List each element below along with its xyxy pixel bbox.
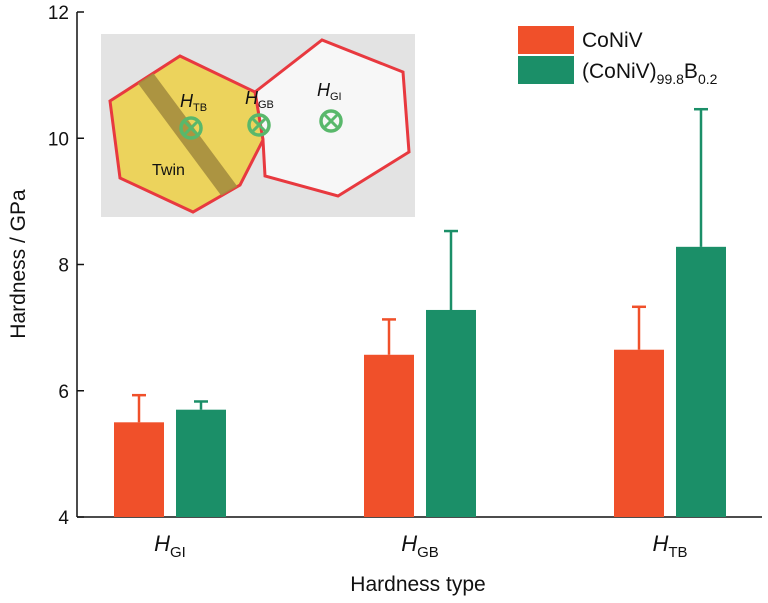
bar-s1-c1: [426, 309, 476, 517]
y-axis: 4 6 8 10 12: [48, 3, 84, 529]
x-category-labels: HGI HGB HTB: [154, 531, 687, 561]
inset-label-gi-main: H: [317, 80, 331, 100]
y-axis-title: Hardness / GPa: [7, 189, 30, 339]
indent-marker-gi: [319, 109, 343, 133]
y-tick-label-8: 8: [58, 256, 69, 277]
legend-label-coniv-b-sub2: 0.2: [698, 71, 718, 87]
inset-label-gb: HGB: [245, 88, 274, 111]
y-tick-label-12: 12: [48, 3, 69, 24]
grain-schematic-inset: HTB HGB HGI Twin: [101, 34, 415, 217]
y-tick-label-4: 4: [58, 508, 69, 529]
bar-s1-c0: [176, 409, 226, 517]
category-label-gi: HGI: [154, 531, 186, 561]
y-tick-label-6: 6: [58, 382, 69, 403]
category-label-tb-sub: TB: [668, 544, 687, 561]
inset-label-gi-sub: GI: [330, 91, 342, 103]
inset-label-gb-sub: GB: [258, 99, 274, 111]
bar-s0-c2: [614, 349, 664, 517]
legend-label-coniv-b-sub1: 99.8: [657, 71, 684, 87]
legend: CoNiV (CoNiV)99.8B0.2: [518, 26, 718, 87]
legend-swatch-coniv-b: [518, 56, 574, 84]
category-label-tb: HTB: [652, 531, 687, 561]
twin-band: [128, 62, 240, 198]
indent-marker-gb: [247, 113, 271, 137]
category-label-gi-main: H: [154, 531, 170, 556]
legend-label-coniv-b: (CoNiV)99.8B0.2: [582, 60, 718, 87]
legend-swatch-coniv: [518, 26, 574, 54]
inset-label-twin: Twin: [152, 162, 185, 179]
inset-label-tb: HTB: [180, 91, 207, 114]
legend-label-coniv-b-mid: B: [684, 60, 698, 83]
bar-s1-c2: [676, 246, 726, 517]
y-ticks: 4 6 8 10 12: [48, 3, 84, 529]
legend-label-coniv-b-base: (CoNiV): [582, 60, 657, 83]
category-label-gb-main: H: [401, 531, 417, 556]
indent-marker-tb: [179, 116, 203, 140]
inset-label-tb-main: H: [180, 91, 194, 111]
y-tick-label-10: 10: [48, 129, 69, 150]
x-axis-title: Hardness type: [350, 573, 485, 596]
category-label-tb-main: H: [652, 531, 668, 556]
category-label-gi-sub: GI: [170, 544, 186, 561]
inset-label-tb-sub: TB: [193, 102, 207, 114]
category-label-gb-sub: GB: [417, 544, 439, 561]
category-label-gb: HGB: [401, 531, 439, 561]
bar-s0-c1: [364, 354, 414, 517]
legend-label-coniv: CoNiV: [582, 29, 643, 52]
bar-s0-c0: [114, 422, 164, 517]
inset-label-gb-main: H: [245, 88, 259, 108]
bars: [114, 107, 726, 517]
inset-label-gi: HGI: [317, 80, 342, 103]
